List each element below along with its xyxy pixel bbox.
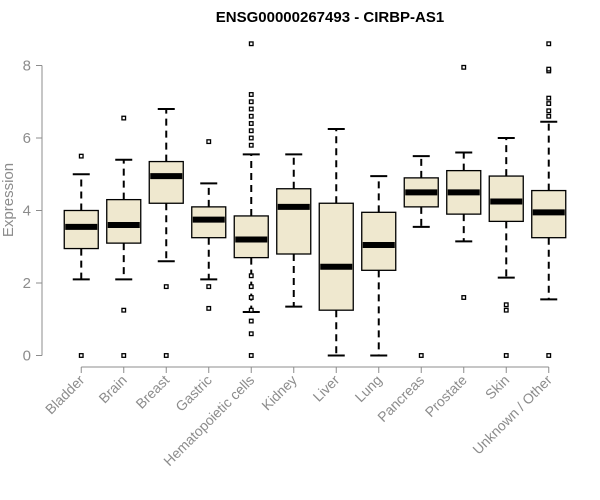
chart-title: ENSG00000267493 - CIRBP-AS1 <box>216 9 444 26</box>
y-axis: 0 2 4 6 8 <box>23 58 43 365</box>
box-skin <box>488 137 524 358</box>
outlier-point <box>121 307 127 313</box>
y-tick-label: 4 <box>23 203 31 220</box>
y-tick-label: 0 <box>23 348 31 365</box>
x-tick-label: Kidney <box>258 372 300 414</box>
outlier-point <box>78 153 84 159</box>
x-tick-label: Lung <box>352 372 385 405</box>
outlier-point <box>121 353 127 358</box>
outlier-point <box>248 353 254 358</box>
outlier-point <box>248 284 254 290</box>
outlier-point <box>418 353 424 358</box>
outlier-point <box>206 305 212 311</box>
box-iqr <box>361 211 397 271</box>
outlier-point <box>503 353 509 358</box>
box-pancreas <box>403 155 439 358</box>
outlier-point <box>546 95 552 101</box>
y-tick-label: 2 <box>23 275 31 292</box>
outlier-point <box>248 318 254 324</box>
outlier-point <box>248 121 254 126</box>
outlier-point <box>248 128 254 134</box>
outlier-point <box>546 101 552 107</box>
outlier-point <box>248 135 254 141</box>
box-gastric <box>191 139 227 311</box>
outlier-point <box>248 99 254 105</box>
x-tick-label: Liver <box>310 372 343 405</box>
x-tick-label: Prostate <box>422 372 470 420</box>
box-bladder <box>63 153 99 358</box>
y-axis-label: Expression <box>0 163 17 237</box>
box-liver <box>318 127 354 357</box>
x-tick-label: Breast <box>132 372 172 412</box>
box-iqr <box>106 198 142 244</box>
box-brain <box>106 115 142 358</box>
box-unknown-other <box>531 41 567 358</box>
outlier-point <box>248 41 254 47</box>
outlier-point <box>121 115 127 121</box>
x-tick-label: Bladder <box>42 372 88 418</box>
x-tick-label: Brain <box>95 372 129 406</box>
outlier-point <box>248 307 254 313</box>
outlier-point <box>248 92 254 97</box>
outlier-point <box>248 295 254 300</box>
outlier-point <box>248 331 254 337</box>
outlier-point <box>546 353 552 358</box>
y-tick-label: 6 <box>23 130 31 147</box>
box-prostate <box>446 64 482 300</box>
outlier-point <box>206 284 212 290</box>
y-tick-label: 8 <box>23 58 31 75</box>
outlier-point <box>248 142 254 148</box>
outlier-point <box>546 113 552 119</box>
outlier-point <box>503 302 509 308</box>
box-iqr <box>276 188 312 255</box>
outlier-point <box>546 41 552 47</box>
outlier-point <box>248 113 254 119</box>
outlier-point <box>206 139 212 145</box>
outlier-point <box>163 353 169 358</box>
box-iqr <box>148 160 184 204</box>
x-tick-label: Unknown / Other <box>469 372 555 458</box>
outlier-point <box>248 273 254 279</box>
x-tick-label: Pancreas <box>374 372 427 425</box>
x-tick-label: Skin <box>482 372 513 403</box>
outlier-point <box>248 106 254 112</box>
box-breast <box>148 108 184 358</box>
box-iqr <box>318 202 354 311</box>
boxes-layer <box>63 41 567 358</box>
outlier-point <box>461 295 467 300</box>
outlier-point <box>503 307 509 313</box>
box-kidney <box>276 153 312 308</box>
outlier-point <box>546 66 552 72</box>
box-hematopoietic-cells <box>233 41 269 358</box>
box-lung <box>361 175 397 357</box>
outlier-point <box>163 284 169 290</box>
outlier-point <box>461 64 467 70</box>
outlier-point <box>546 108 552 114</box>
outlier-point <box>78 353 84 358</box>
